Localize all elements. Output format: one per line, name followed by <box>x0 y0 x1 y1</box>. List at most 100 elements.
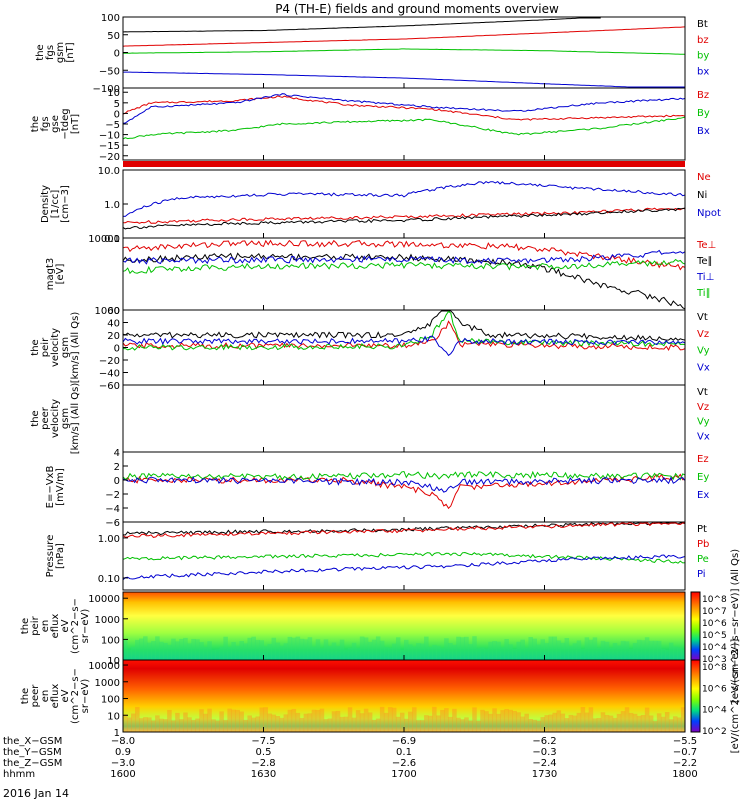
spectrogram-band <box>436 715 441 732</box>
spectrogram-band <box>572 643 578 660</box>
y-tick-label: 40 <box>107 319 120 330</box>
spectrogram-band <box>480 647 485 660</box>
series-line-Ti⊥ <box>122 249 686 265</box>
spectrogram-band <box>408 644 413 660</box>
spectrogram-band <box>347 647 353 660</box>
spectrogram-band <box>159 718 164 732</box>
spectrogram-band <box>279 645 285 660</box>
series-line-bz <box>122 26 686 47</box>
y-tick-label: 20 <box>107 331 120 342</box>
spectrogram-band <box>319 708 325 732</box>
y-tick-label: 1.00 <box>98 534 120 545</box>
y-axis-label: the <box>30 116 41 132</box>
spectrogram-band <box>367 641 373 660</box>
spectrogram-band <box>215 720 220 732</box>
spectrogram-band <box>620 711 626 732</box>
spectrogram-band <box>412 707 417 732</box>
series-line-Ne <box>122 207 686 224</box>
spectrogram-band <box>275 716 281 732</box>
y-axis-label: [eV] <box>55 264 66 285</box>
spectrogram-band <box>183 712 188 732</box>
legend-entry: Ni <box>697 190 707 201</box>
y-axis-label: (cm^2−s− <box>70 598 81 654</box>
spectrogram-band <box>564 718 570 732</box>
spectrogram-band <box>363 708 369 732</box>
spectrogram-band <box>387 707 393 732</box>
x-tick-label: −2.6 <box>392 758 416 769</box>
x-tick-label: 0.9 <box>115 747 131 758</box>
x-row-label: the_X−GSM <box>3 736 62 747</box>
spectrogram-band <box>163 719 168 732</box>
spectrogram-band <box>580 707 586 732</box>
spectrogram-band <box>664 712 670 732</box>
x-tick-label: 1730 <box>532 769 557 780</box>
spectrogram-band <box>291 708 297 732</box>
panel-frame <box>122 309 686 386</box>
spectrogram-band <box>359 636 365 660</box>
y-axis-label: sr−eV) <box>80 609 91 644</box>
spectrogram-band <box>307 637 313 660</box>
series-line-Vy <box>123 310 686 351</box>
x-tick-label: 1800 <box>672 769 697 780</box>
y-axis-label: [km/s] (All Qs) <box>70 312 81 384</box>
spectrogram-band <box>404 639 409 660</box>
spectrogram-band <box>359 713 365 732</box>
spectrogram-band <box>440 709 445 732</box>
y-axis-label: peir <box>30 615 41 635</box>
spectrogram-band <box>339 639 345 660</box>
legend-entry: Ey <box>697 472 709 483</box>
y-axis-label: [1/cc] <box>50 190 61 219</box>
series-line-Vz <box>122 320 686 351</box>
y-tick-label: −20 <box>99 152 120 163</box>
spectrogram-band <box>452 644 457 660</box>
spectrogram-band <box>476 720 481 732</box>
spectrogram-band <box>283 643 289 660</box>
x-tick-label: −0.7 <box>673 747 697 758</box>
legend-entry: Vt <box>697 312 708 323</box>
legend-entry: Ez <box>697 454 709 465</box>
spectrogram-band <box>127 649 132 660</box>
spectrogram-band <box>580 649 586 660</box>
y-tick-label: −15 <box>99 141 120 152</box>
y-tick-label: 2 <box>114 462 120 473</box>
spectrogram-band <box>512 710 517 732</box>
spectrogram-band <box>672 716 678 732</box>
spectrogram-band <box>432 706 437 732</box>
spectrogram-band <box>584 712 590 732</box>
spectrogram-band <box>211 719 216 732</box>
spectrogram-band <box>279 717 285 732</box>
spectrogram-band <box>179 719 184 732</box>
spectrogram-band <box>448 716 453 732</box>
spectrogram-band <box>383 712 389 732</box>
spectrogram-band <box>371 719 377 732</box>
spectrogram-band <box>544 643 550 660</box>
panel-frame <box>122 384 686 453</box>
spectrogram-band <box>420 720 425 732</box>
panel-frame <box>122 237 686 311</box>
series-line-Pi <box>122 554 686 581</box>
spectrogram-band <box>155 636 160 660</box>
y-axis-label: fgs <box>40 116 51 131</box>
spectrogram-band <box>440 648 445 660</box>
spectrogram-band <box>207 708 212 732</box>
y-tick-label: 0 <box>114 109 120 120</box>
spectrogram-band <box>620 640 626 660</box>
spectrogram-band <box>339 716 345 732</box>
y-tick-label: 0 <box>114 476 120 487</box>
spectrogram-band <box>139 638 144 660</box>
spectrogram-band <box>524 647 529 660</box>
spectrogram-band <box>528 719 533 732</box>
y-axis-label: peir <box>40 337 51 357</box>
spectrogram-band <box>123 714 128 732</box>
series-line-Ti∥ <box>122 258 686 275</box>
spectrogram-band <box>299 638 305 660</box>
y-tick-label: 100 <box>101 695 120 706</box>
spectrogram-band <box>548 714 554 732</box>
spectrogram-band <box>223 636 228 660</box>
spectrogram-band <box>544 715 550 732</box>
x-tick-label: 1700 <box>391 769 416 780</box>
legend-entry: Pe <box>697 554 709 565</box>
spectrogram-band <box>395 716 401 732</box>
y-axis-label: [cm−3] <box>60 185 71 223</box>
